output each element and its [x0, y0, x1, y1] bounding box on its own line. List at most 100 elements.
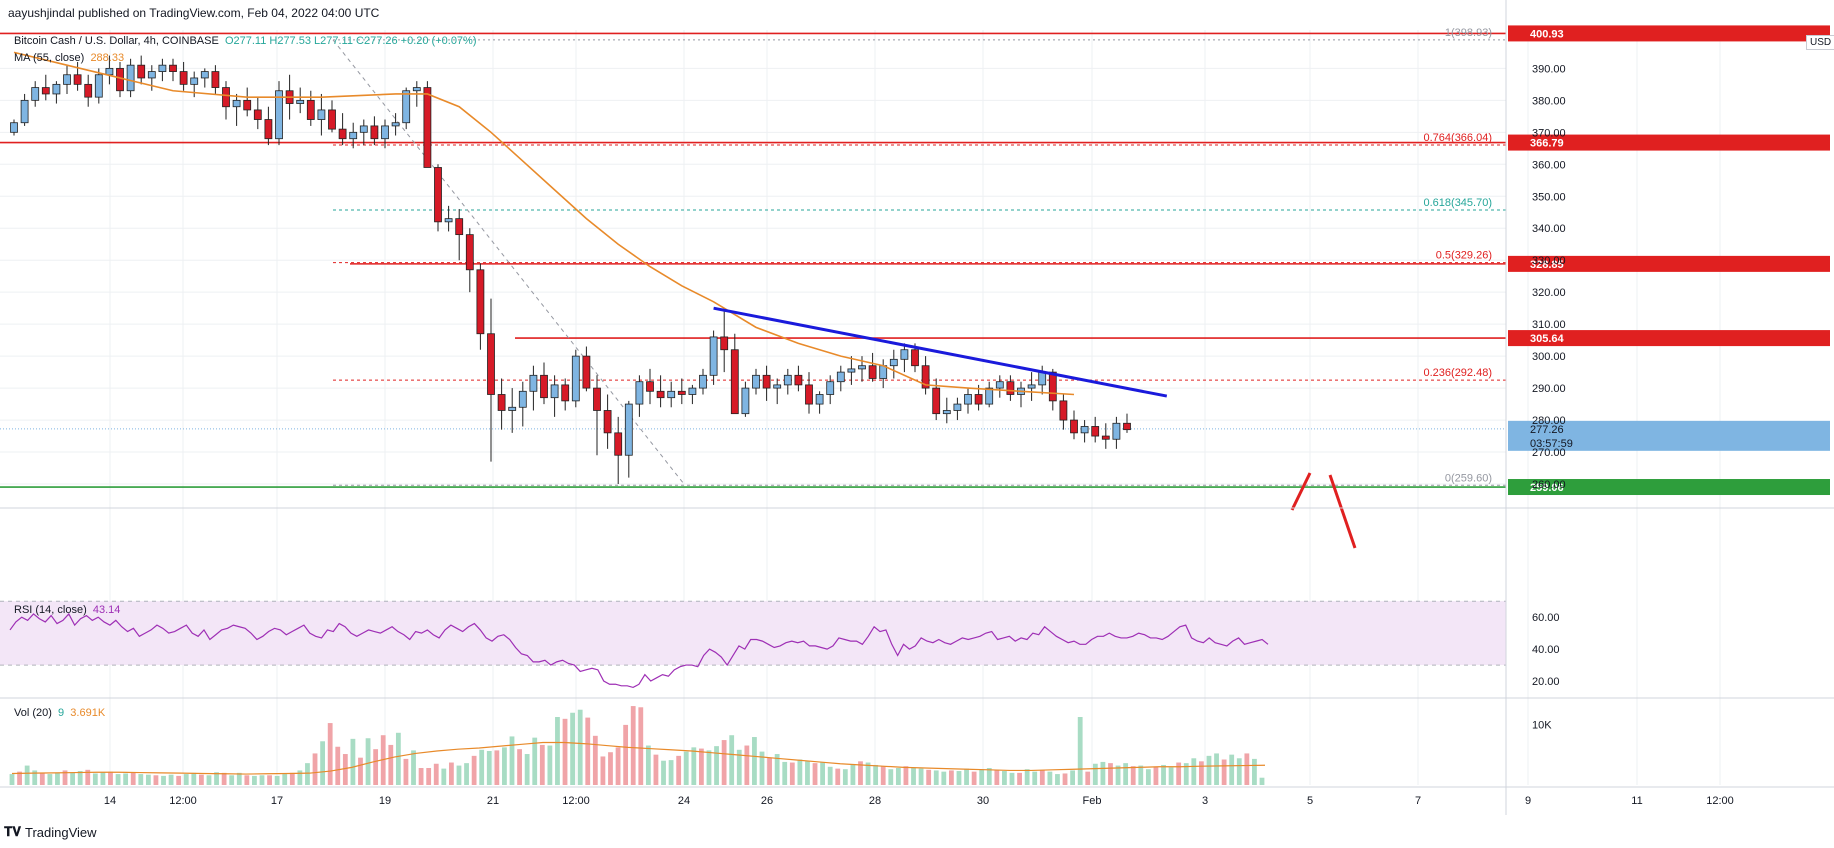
volume-bar: [1047, 771, 1053, 785]
candle-body: [805, 384, 813, 405]
candle-body: [1112, 422, 1121, 440]
candle-body: [317, 109, 326, 120]
x-tick-label: 3: [1202, 795, 1208, 807]
candle-body: [10, 122, 18, 133]
candle-body: [836, 371, 845, 383]
volume-bar: [827, 766, 833, 785]
currency-badge[interactable]: USD: [1806, 35, 1834, 50]
volume-bar: [1183, 763, 1189, 785]
candle-body: [359, 125, 368, 133]
candle-body: [762, 374, 771, 389]
volume-bar: [979, 769, 985, 785]
volume-bar: [1062, 773, 1068, 785]
volume-bar: [789, 762, 795, 785]
candle-body: [1091, 426, 1100, 437]
x-tick-label: 12:00: [562, 795, 590, 807]
candle-body: [858, 365, 866, 370]
ma-legend[interactable]: MA (55, close) 288.33: [14, 52, 124, 64]
volume-bar: [895, 768, 901, 785]
volume-bar: [486, 751, 492, 785]
candle-body: [518, 390, 527, 408]
volume-bar: [1085, 771, 1091, 785]
volume-bar: [365, 738, 371, 785]
candle-body: [677, 390, 686, 395]
rsi-tick-label: 40.00: [1532, 644, 1560, 656]
volume-bar: [123, 773, 129, 785]
volume-bar: [721, 740, 727, 785]
volume-pane: [9, 706, 1266, 785]
candle-body: [720, 336, 729, 351]
volume-bar: [1221, 759, 1227, 785]
candle-body: [275, 90, 283, 140]
candle-body: [571, 355, 580, 402]
x-tick-label: 21: [487, 795, 499, 807]
volume-ma-line: [11, 741, 1266, 775]
volume-bar: [835, 768, 841, 785]
volume-tick-label: 10K: [1532, 719, 1552, 731]
volume-bar: [850, 764, 856, 785]
candle-body: [381, 125, 389, 140]
volume-bar: [1039, 770, 1045, 785]
volume-bar: [759, 751, 765, 785]
candle-body: [550, 384, 559, 399]
volume-bar: [176, 775, 182, 785]
candle-body: [253, 109, 262, 120]
rsi-legend[interactable]: RSI (14, close) 43.14: [14, 604, 120, 616]
volume-bar: [1206, 755, 1212, 785]
candle-body: [561, 384, 570, 402]
candle-body: [635, 381, 644, 405]
volume-bar: [941, 771, 947, 785]
volume-legend[interactable]: Vol (20) 9 3.691K: [14, 707, 105, 719]
volume-bar: [1123, 763, 1129, 785]
candle-body: [953, 403, 962, 411]
candle-body: [211, 71, 220, 88]
candle-body: [444, 218, 453, 223]
footer-brand[interactable]: 𝐓𝐕 TradingView: [4, 824, 97, 840]
horizontal-levels: 400.93 366.79 328.85 305.64 259.06 277.26 03:5…: [0, 25, 1830, 496]
volume-bar: [138, 774, 144, 785]
candle-body: [338, 128, 347, 140]
candle-body: [1123, 422, 1131, 431]
candle-body: [752, 374, 760, 389]
candle-body: [529, 374, 538, 392]
candle-body: [1101, 435, 1110, 440]
fib-level-label: 0.5(329.26): [1436, 250, 1492, 262]
volume-bar: [971, 771, 977, 785]
last-price-label: 277.26: [1530, 424, 1564, 436]
volume-bar: [547, 745, 553, 785]
candle-body: [974, 394, 983, 405]
candle-body: [243, 99, 252, 111]
candle-body: [614, 432, 623, 456]
volume-bar: [539, 744, 545, 785]
price-tick-label: 330.00: [1532, 255, 1566, 267]
price-level-badge: [1508, 134, 1830, 151]
candle-body: [147, 71, 156, 79]
x-tick-label: 17: [271, 795, 283, 807]
volume-bar: [933, 770, 939, 785]
published-caption: aayushjindal published on TradingView.co…: [8, 6, 380, 20]
price-level-badge-label: 305.64: [1530, 333, 1565, 345]
candle-body: [730, 349, 739, 415]
volume-bar: [350, 738, 356, 785]
candle-body: [94, 74, 103, 98]
candle-body: [476, 269, 485, 335]
volume-bar: [320, 741, 326, 785]
volume-bar: [85, 769, 91, 785]
x-tick-label: 7: [1415, 795, 1421, 807]
ohlc-values: O277.11 H277.53 L277.11 C277.26 +0.20 (+…: [224, 35, 477, 47]
x-tick-label: 5: [1307, 795, 1313, 807]
candle-body: [1048, 371, 1057, 402]
price-tick-label: 320.00: [1532, 287, 1566, 299]
candle-body: [1038, 371, 1047, 386]
candle-body: [1059, 400, 1068, 421]
symbol-title[interactable]: Bitcoin Cash / U.S. Dollar, 4h, COINBASE…: [14, 35, 477, 47]
x-tick-label: 28: [869, 795, 881, 807]
volume-bar: [282, 774, 288, 785]
volume-bar: [1191, 758, 1197, 785]
candle-body: [20, 99, 29, 124]
volume-bar: [92, 773, 98, 785]
volume-bar: [388, 744, 394, 785]
volume-bar: [456, 765, 462, 785]
volume-bar: [289, 772, 295, 785]
volume-bar: [47, 774, 53, 785]
